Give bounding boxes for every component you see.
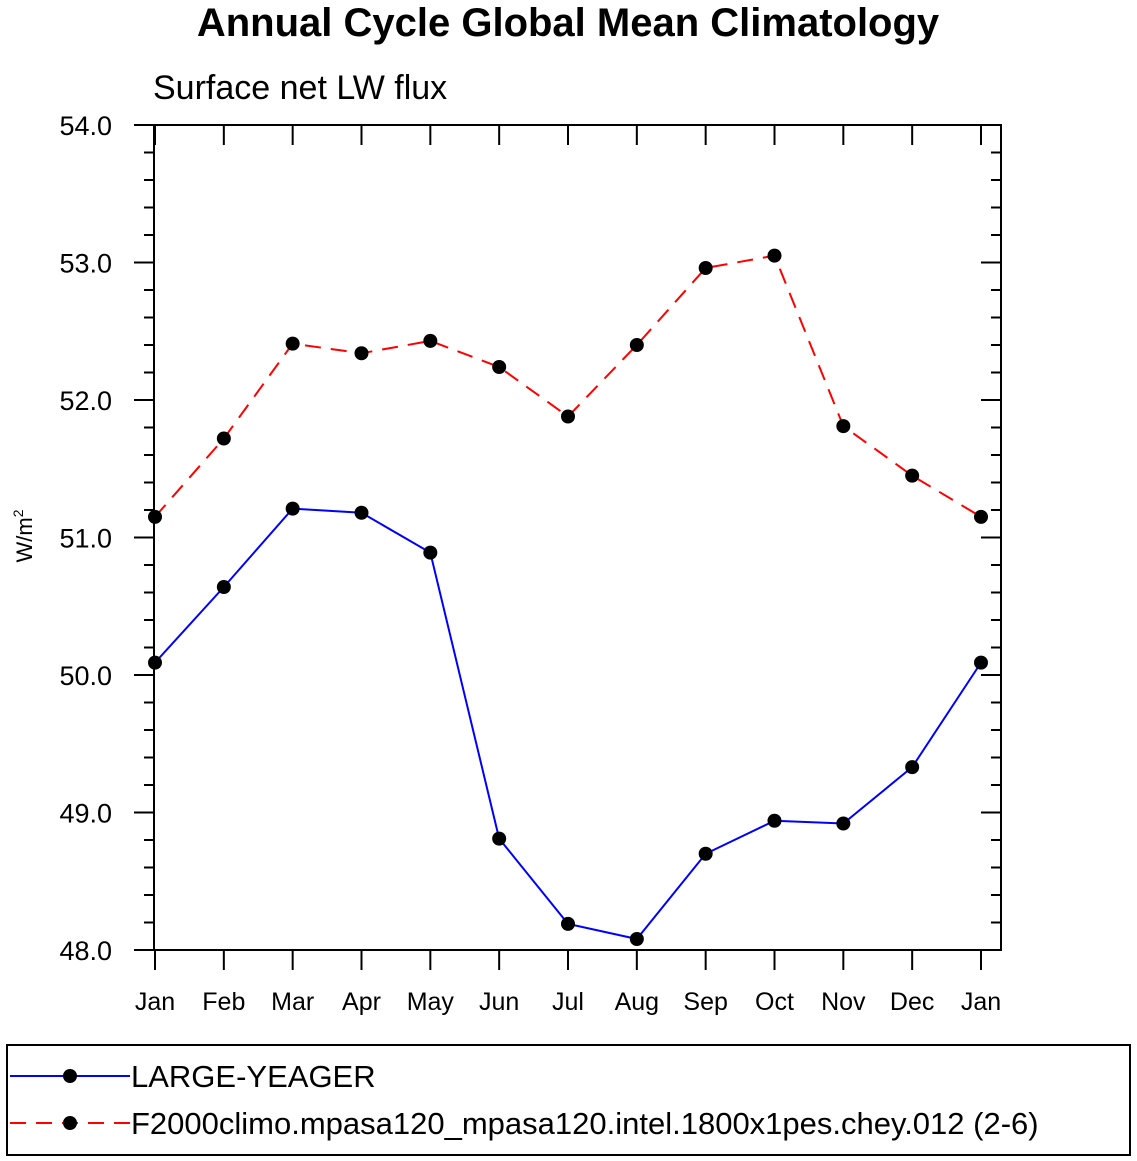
series-point-1 — [423, 545, 438, 560]
plot-frame — [153, 124, 1002, 951]
series-point-2 — [905, 468, 920, 483]
legend-box — [6, 1044, 1131, 1156]
series-point-2 — [285, 336, 300, 351]
series-point-2 — [629, 338, 644, 352]
x-tick-label: Aug — [615, 988, 659, 1016]
y-axis-title-text: W/m2 — [10, 509, 37, 562]
chart-subtitle: Surface net LW flux — [153, 69, 447, 107]
series-point-2 — [423, 333, 438, 348]
x-tick-label: Dec — [890, 988, 934, 1016]
legend-marker-1 — [63, 1069, 77, 1083]
series-point-2 — [698, 261, 713, 275]
x-tick-label: Feb — [202, 988, 245, 1016]
series-line-2 — [154, 254, 982, 518]
y-tick-label: 53.0 — [59, 249, 112, 279]
legend-label-2: F2000climo.mpasa120_mpasa120.intel.1800x… — [131, 1106, 1039, 1141]
series-point-2 — [216, 431, 231, 446]
series-point-2 — [492, 360, 507, 374]
series-point-2 — [148, 509, 162, 524]
series-point-1 — [216, 580, 231, 594]
y-tick-label: 54.0 — [59, 111, 112, 141]
series-point-1 — [629, 932, 644, 946]
series-point-1 — [148, 655, 162, 670]
legend-marker-2 — [63, 1116, 77, 1130]
series-point-1 — [836, 816, 851, 831]
x-tick-label: Jan — [135, 988, 175, 1016]
legend: LARGE-YEAGER F2000climo.mpasa120_mpasa120… — [6, 1044, 1131, 1156]
x-tick-label: Nov — [821, 988, 866, 1016]
series-point-1 — [905, 760, 920, 775]
series-point-1 — [974, 655, 988, 670]
series-point-2 — [767, 248, 782, 263]
series-point-1 — [285, 501, 300, 516]
series-point-2 — [974, 509, 988, 524]
y-tick-label: 48.0 — [59, 936, 112, 966]
series-point-2 — [836, 419, 851, 434]
series-point-2 — [561, 409, 575, 424]
y-axis-title: W/m2 — [10, 509, 37, 562]
series-point-1 — [354, 505, 369, 520]
series-point-1 — [698, 846, 713, 861]
y-axis-label: W/m2 — [10, 509, 37, 562]
legend-label-1: LARGE-YEAGER — [131, 1059, 376, 1094]
plot-area: 48.0 49.0 50.0 51.0 52.0 53.0 54.0 Jan Feb Mar Apr… — [59, 111, 1002, 1016]
x-tick-label: Oct — [755, 988, 794, 1016]
y-tick-label: 50.0 — [59, 661, 112, 691]
series-point-1 — [492, 831, 507, 846]
series-point-1 — [561, 916, 575, 931]
series-point-1 — [767, 813, 782, 828]
x-tick-label: Jul — [552, 988, 584, 1016]
x-tick-label: Apr — [342, 988, 381, 1016]
x-tick-label: May — [407, 988, 455, 1016]
y-tick-label: 51.0 — [59, 524, 112, 554]
series-line-1 — [154, 507, 982, 941]
chart-title: Annual Cycle Global Mean Climatology — [197, 1, 940, 45]
series-point-2 — [354, 346, 369, 361]
x-tick-label: Jan — [961, 988, 1001, 1016]
x-tick-label: Sep — [683, 988, 727, 1016]
y-tick-label: 49.0 — [59, 799, 112, 829]
x-tick-label: Mar — [271, 988, 314, 1016]
x-tick-label: Jun — [479, 988, 519, 1016]
y-tick-label: 52.0 — [59, 386, 112, 416]
